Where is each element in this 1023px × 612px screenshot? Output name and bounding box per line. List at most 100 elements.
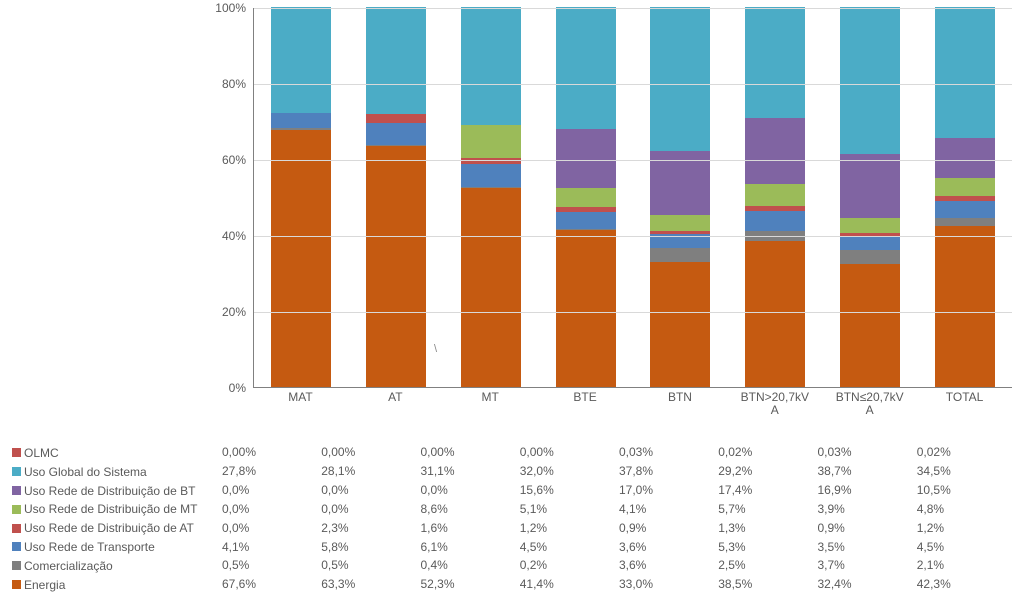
bar-segment xyxy=(271,130,331,387)
value-cell: 3,7% xyxy=(814,556,913,575)
y-tick-label: 40% xyxy=(222,229,246,243)
bar-slot xyxy=(823,8,918,387)
value-cell: 3,6% xyxy=(615,537,714,556)
value-cell: 17,4% xyxy=(714,481,813,500)
bar-segment xyxy=(556,129,616,188)
legend-label: Uso Rede de Distribuição de AT xyxy=(24,521,194,535)
value-cell: 0,0% xyxy=(317,499,416,518)
bar-segment xyxy=(745,7,805,118)
bar-segment xyxy=(366,146,426,387)
value-cell: 2,5% xyxy=(714,556,813,575)
bar-segment xyxy=(556,188,616,207)
value-cell: 3,9% xyxy=(814,499,913,518)
data-table-body: OLMC0,00%0,00%0,00%0,00%0,03%0,02%0,03%0… xyxy=(8,443,1012,594)
gridline xyxy=(254,312,1012,313)
bar-segment xyxy=(271,7,331,113)
x-axis-labels: MATATMTBTEBTNBTN>20,7kVABTN≤20,7kVATOTAL xyxy=(253,391,1012,417)
value-cell: 0,00% xyxy=(516,443,615,462)
value-cell: 38,5% xyxy=(714,575,813,594)
bar-segment xyxy=(366,123,426,145)
y-axis: 0%20%40%60%80%100% xyxy=(218,8,250,388)
bar-segment xyxy=(271,113,331,129)
table-row: OLMC0,00%0,00%0,00%0,00%0,03%0,02%0,03%0… xyxy=(8,443,1012,462)
value-cell: 5,1% xyxy=(516,499,615,518)
bar-segment xyxy=(935,138,995,178)
x-tick-label: BTN>20,7kVA xyxy=(727,391,822,417)
bar-segment xyxy=(556,212,616,229)
value-cell: 63,3% xyxy=(317,575,416,594)
legend-cell: Uso Global do Sistema xyxy=(8,462,218,481)
x-tick-label: MT xyxy=(443,391,538,417)
table-row: Uso Global do Sistema27,8%28,1%31,1%32,0… xyxy=(8,462,1012,481)
legend-label: Uso Rede de Distribuição de MT xyxy=(24,502,197,516)
value-cell: 0,0% xyxy=(417,481,516,500)
value-cell: 15,6% xyxy=(516,481,615,500)
bars-row xyxy=(254,8,1012,387)
x-tick-label: TOTAL xyxy=(917,391,1012,417)
x-tick-label: AT xyxy=(348,391,443,417)
value-cell: 0,0% xyxy=(218,518,317,537)
value-cell: 5,3% xyxy=(714,537,813,556)
legend-cell: Energia xyxy=(8,575,218,594)
bar-segment xyxy=(650,262,710,387)
gridline xyxy=(254,8,1012,9)
bar-slot xyxy=(633,8,728,387)
bar-segment xyxy=(840,237,900,250)
value-cell: 28,1% xyxy=(317,462,416,481)
stacked-bar xyxy=(271,7,331,387)
table-row: Uso Rede de Transporte4,1%5,8%6,1%4,5%3,… xyxy=(8,537,1012,556)
bar-segment xyxy=(935,201,995,218)
bar-segment xyxy=(745,184,805,206)
bar-slot xyxy=(444,8,539,387)
legend-cell: Uso Rede de Transporte xyxy=(8,537,218,556)
stacked-bar xyxy=(461,7,521,387)
value-cell: 5,7% xyxy=(714,499,813,518)
legend-swatch xyxy=(12,580,21,589)
value-cell: 0,9% xyxy=(615,518,714,537)
bar-segment xyxy=(935,218,995,226)
value-cell: 0,2% xyxy=(516,556,615,575)
table-row: Uso Rede de Distribuição de BT0,0%0,0%0,… xyxy=(8,481,1012,500)
value-cell: 1,2% xyxy=(516,518,615,537)
value-cell: 42,3% xyxy=(913,575,1012,594)
value-cell: 37,8% xyxy=(615,462,714,481)
value-cell: 0,5% xyxy=(218,556,317,575)
value-cell: 4,5% xyxy=(913,537,1012,556)
bar-slot xyxy=(349,8,444,387)
stacked-bar xyxy=(745,7,805,387)
value-cell: 0,9% xyxy=(814,518,913,537)
value-cell: 0,5% xyxy=(317,556,416,575)
value-cell: 0,00% xyxy=(417,443,516,462)
legend-label: Uso Rede de Transporte xyxy=(24,540,155,554)
gridline xyxy=(254,84,1012,85)
y-tick-label: 60% xyxy=(222,153,246,167)
legend-swatch xyxy=(12,561,21,570)
plot-area xyxy=(253,8,1012,388)
legend-label: Comercialização xyxy=(24,559,113,573)
bar-segment xyxy=(745,118,805,184)
value-cell: 5,8% xyxy=(317,537,416,556)
value-cell: 3,6% xyxy=(615,556,714,575)
stacked-bar xyxy=(935,7,995,387)
bar-segment xyxy=(840,7,900,154)
bar-slot xyxy=(254,8,349,387)
bar-slot xyxy=(538,8,633,387)
value-cell: 1,6% xyxy=(417,518,516,537)
table-row: Comercialização0,5%0,5%0,4%0,2%3,6%2,5%3… xyxy=(8,556,1012,575)
y-tick-label: 80% xyxy=(222,77,246,91)
value-cell: 4,1% xyxy=(218,537,317,556)
value-cell: 0,03% xyxy=(615,443,714,462)
y-tick-label: 20% xyxy=(222,305,246,319)
legend-swatch xyxy=(12,486,21,495)
value-cell: 34,5% xyxy=(913,462,1012,481)
legend-swatch xyxy=(12,542,21,551)
value-cell: 4,1% xyxy=(615,499,714,518)
value-cell: 0,0% xyxy=(317,481,416,500)
bar-segment xyxy=(840,154,900,218)
value-cell: 1,3% xyxy=(714,518,813,537)
x-tick-label: BTN xyxy=(633,391,728,417)
stacked-bar xyxy=(650,7,710,387)
gridline xyxy=(254,236,1012,237)
bar-segment xyxy=(366,7,426,114)
legend-label: Uso Global do Sistema xyxy=(24,465,147,479)
